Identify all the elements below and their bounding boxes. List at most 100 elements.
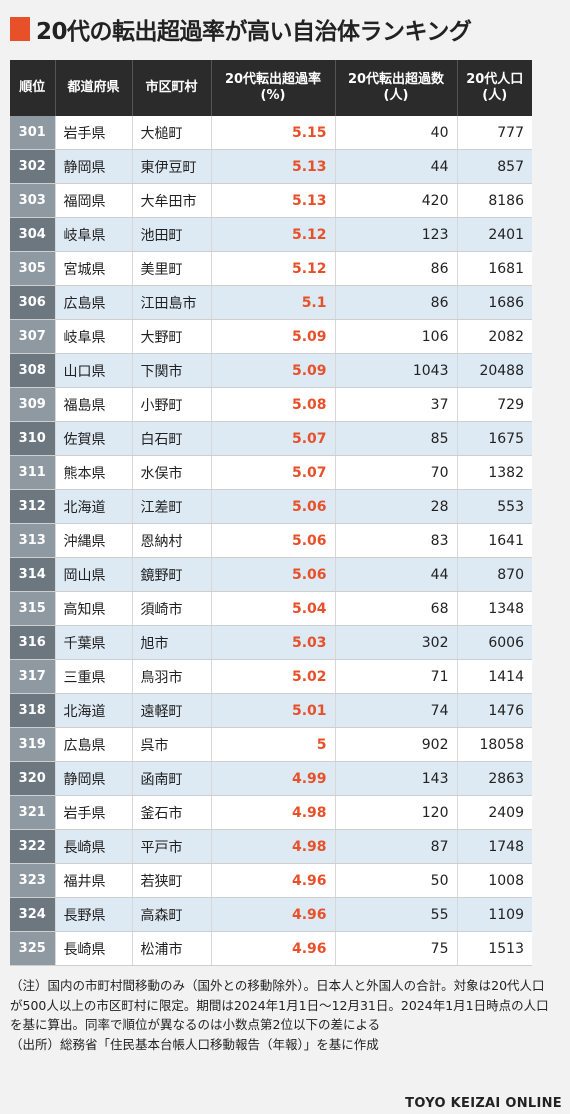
- population-cell: 1748: [457, 829, 532, 864]
- header-outflow-count: 20代転出超過数 (人): [335, 60, 458, 116]
- outflow-rate-cell: 5: [211, 727, 336, 762]
- table-row: 309 福島県 小野町 5.08 37 729: [10, 387, 532, 422]
- population-cell: 857: [457, 149, 532, 184]
- prefecture-cell: 北海道: [55, 489, 133, 524]
- outflow-count-cell: 86: [335, 285, 458, 320]
- table-row: 301 岩手県 大槌町 5.15 40 777: [10, 116, 532, 150]
- outflow-count-cell: 40: [335, 116, 458, 150]
- outflow-rate-cell: 4.99: [211, 761, 336, 796]
- outflow-count-cell: 85: [335, 421, 458, 456]
- outflow-rate-cell: 5.06: [211, 523, 336, 558]
- outflow-rate-cell: 5.07: [211, 421, 336, 456]
- brand-logo: TOYO KEIZAI ONLINE: [405, 1096, 562, 1111]
- header-text: 20代人口: [466, 72, 524, 87]
- population-cell: 2409: [457, 795, 532, 830]
- header-population: 20代人口 (人): [457, 60, 532, 116]
- municipality-cell: 呉市: [132, 727, 212, 762]
- outflow-rate-cell: 4.98: [211, 795, 336, 830]
- rank-cell: 313: [10, 523, 56, 558]
- population-cell: 729: [457, 387, 532, 422]
- outflow-rate-cell: 4.96: [211, 931, 336, 966]
- municipality-cell: 松浦市: [132, 931, 212, 966]
- population-cell: 1008: [457, 863, 532, 898]
- table-row: 323 福井県 若狭町 4.96 50 1008: [10, 863, 532, 898]
- outflow-rate-cell: 5.07: [211, 455, 336, 490]
- prefecture-cell: 岐阜県: [55, 217, 133, 252]
- prefecture-cell: 長崎県: [55, 829, 133, 864]
- rank-cell: 307: [10, 319, 56, 354]
- prefecture-cell: 沖縄県: [55, 523, 133, 558]
- outflow-rate-cell: 5.04: [211, 591, 336, 626]
- rank-cell: 309: [10, 387, 56, 422]
- header-text: (%): [260, 88, 286, 103]
- table-body: 301 岩手県 大槌町 5.15 40 777 302 静岡県 東伊豆町 5.13 44 857 303…: [10, 116, 532, 966]
- ranking-table: 順位 都道府県 市区町村 20代転出超過率 (%) 20代転出超過数 (人) 20代…: [10, 60, 532, 966]
- rank-cell: 316: [10, 625, 56, 660]
- rank-cell: 318: [10, 693, 56, 728]
- population-cell: 1109: [457, 897, 532, 932]
- outflow-rate-cell: 5.12: [211, 251, 336, 286]
- rank-cell: 320: [10, 761, 56, 796]
- outflow-count-cell: 75: [335, 931, 458, 966]
- municipality-cell: 釜石市: [132, 795, 212, 830]
- population-cell: 6006: [457, 625, 532, 660]
- outflow-rate-cell: 4.96: [211, 897, 336, 932]
- outflow-count-cell: 86: [335, 251, 458, 286]
- prefecture-cell: 高知県: [55, 591, 133, 626]
- prefecture-cell: 北海道: [55, 693, 133, 728]
- population-cell: 553: [457, 489, 532, 524]
- notes: （注）国内の市町村間移動のみ（国外との移動除外）。日本人と外国人の合計。対象は2…: [10, 976, 550, 1054]
- title-marker: [10, 17, 30, 41]
- header-rank: 順位: [10, 60, 56, 116]
- rank-cell: 308: [10, 353, 56, 388]
- municipality-cell: 小野町: [132, 387, 212, 422]
- outflow-count-cell: 143: [335, 761, 458, 796]
- outflow-rate-cell: 5.01: [211, 693, 336, 728]
- outflow-rate-cell: 5.13: [211, 183, 336, 218]
- population-cell: 2401: [457, 217, 532, 252]
- header-text: (人): [482, 88, 508, 103]
- outflow-count-cell: 123: [335, 217, 458, 252]
- population-cell: 1641: [457, 523, 532, 558]
- table-row: 322 長崎県 平戸市 4.98 87 1748: [10, 829, 532, 864]
- header-outflow-rate: 20代転出超過率 (%): [211, 60, 336, 116]
- table-header-row: 順位 都道府県 市区町村 20代転出超過率 (%) 20代転出超過数 (人) 20代…: [10, 60, 532, 116]
- municipality-cell: 江田島市: [132, 285, 212, 320]
- rank-cell: 311: [10, 455, 56, 490]
- rank-cell: 322: [10, 829, 56, 864]
- municipality-cell: 須崎市: [132, 591, 212, 626]
- municipality-cell: 白石町: [132, 421, 212, 456]
- rank-cell: 321: [10, 795, 56, 830]
- municipality-cell: 平戸市: [132, 829, 212, 864]
- table-row: 306 広島県 江田島市 5.1 86 1686: [10, 285, 532, 320]
- municipality-cell: 遠軽町: [132, 693, 212, 728]
- municipality-cell: 高森町: [132, 897, 212, 932]
- outflow-count-cell: 70: [335, 455, 458, 490]
- header-text: 都道府県: [67, 80, 120, 95]
- prefecture-cell: 宮城県: [55, 251, 133, 286]
- prefecture-cell: 福岡県: [55, 183, 133, 218]
- outflow-count-cell: 50: [335, 863, 458, 898]
- table-row: 310 佐賀県 白石町 5.07 85 1675: [10, 421, 532, 456]
- table-row: 321 岩手県 釜石市 4.98 120 2409: [10, 795, 532, 830]
- rank-cell: 305: [10, 251, 56, 286]
- table-row: 311 熊本県 水俣市 5.07 70 1382: [10, 455, 532, 490]
- title-bar: 20代の転出超過率が高い自治体ランキング: [10, 12, 472, 46]
- population-cell: 18058: [457, 727, 532, 762]
- header-text: 20代転出超過数: [347, 72, 445, 87]
- rank-cell: 319: [10, 727, 56, 762]
- population-cell: 1414: [457, 659, 532, 694]
- outflow-rate-cell: 4.98: [211, 829, 336, 864]
- municipality-cell: 大牟田市: [132, 183, 212, 218]
- table-row: 315 高知県 須崎市 5.04 68 1348: [10, 591, 532, 626]
- municipality-cell: 函南町: [132, 761, 212, 796]
- prefecture-cell: 佐賀県: [55, 421, 133, 456]
- table-row: 304 岐阜県 池田町 5.12 123 2401: [10, 217, 532, 252]
- outflow-rate-cell: 4.96: [211, 863, 336, 898]
- rank-cell: 310: [10, 421, 56, 456]
- prefecture-cell: 岩手県: [55, 795, 133, 830]
- population-cell: 870: [457, 557, 532, 592]
- prefecture-cell: 三重県: [55, 659, 133, 694]
- table-row: 317 三重県 鳥羽市 5.02 71 1414: [10, 659, 532, 694]
- population-cell: 20488: [457, 353, 532, 388]
